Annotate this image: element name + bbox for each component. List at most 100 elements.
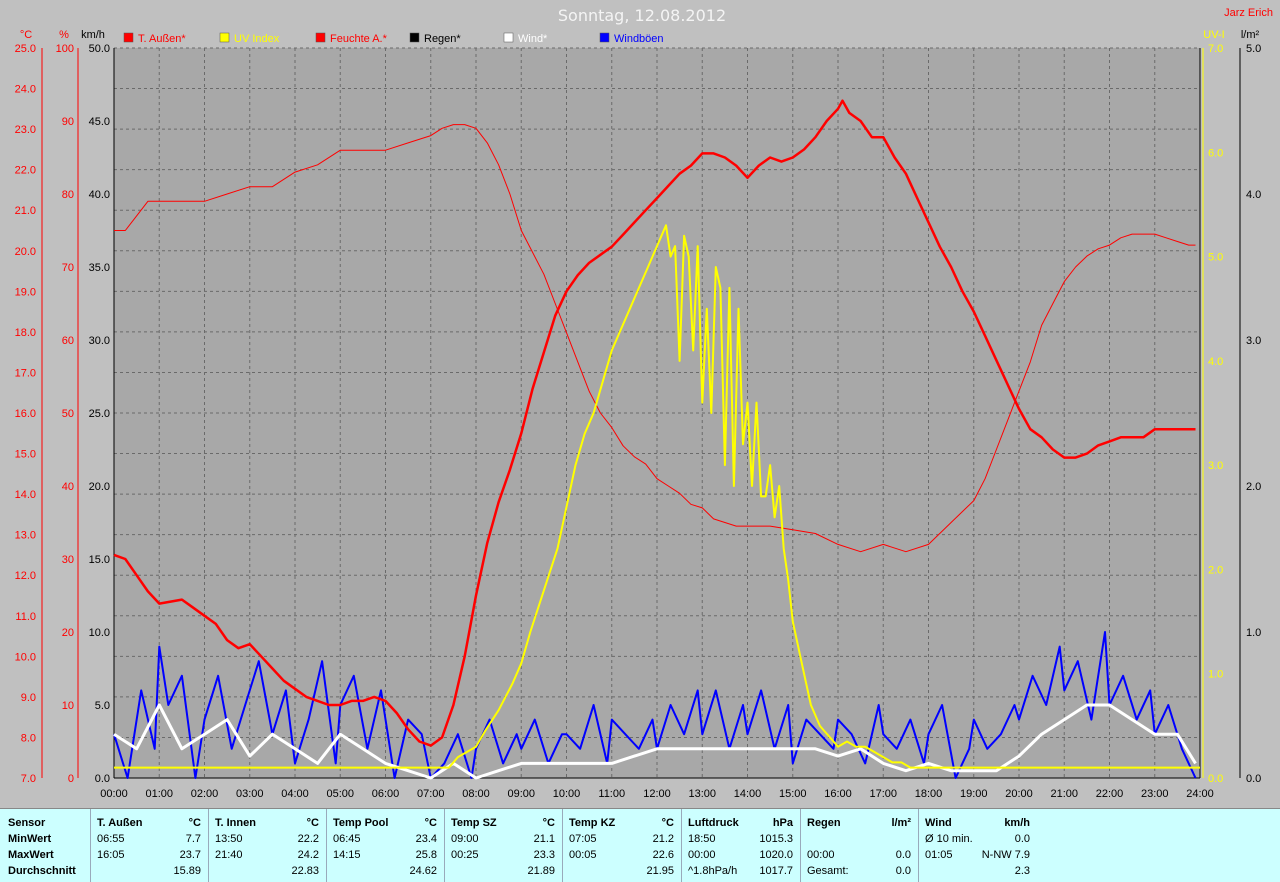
temp-tick-label: 13.0: [15, 530, 36, 542]
x-tick-label: 09:00: [507, 788, 535, 800]
stats-group-7: Wind km/h Ø 10 min. 0.0 01:05 N-NW 7.9 2.3: [918, 809, 1038, 882]
x-tick-label: 17:00: [869, 788, 897, 800]
stats-value: 7.7: [185, 833, 201, 845]
x-tick-label: 10:00: [553, 788, 581, 800]
temp-tick-label: 10.0: [15, 651, 36, 663]
uv-tick-label: 6.0: [1208, 147, 1223, 159]
x-tick-label: 13:00: [688, 788, 716, 800]
stats-value: 0.0: [895, 865, 911, 877]
legend-label: Wind*: [518, 33, 548, 45]
x-tick-label: 06:00: [372, 788, 400, 800]
stats-value: °C: [188, 817, 201, 829]
uv-index-line: [114, 224, 1200, 769]
legend-label: Windböen: [614, 33, 664, 45]
legend-swatch: [315, 32, 326, 43]
legend-swatch: [123, 32, 134, 43]
stats-time: 18:50: [688, 833, 716, 845]
stats-value: 0.0: [1014, 833, 1030, 845]
temp-tick-label: 24.0: [15, 84, 36, 96]
stats-time: 00:05: [569, 849, 597, 861]
stats-value: °C: [424, 817, 437, 829]
x-tick-label: 14:00: [734, 788, 762, 800]
rain-tick-label: 3.0: [1246, 335, 1261, 347]
stats-value: N-NW 7.9: [981, 849, 1030, 861]
uv-tick-label: 7.0: [1208, 43, 1223, 55]
legend-label: T. Außen*: [138, 33, 186, 45]
stats-value: 22.6: [652, 849, 674, 861]
sensor-column: Sensor MinWert MaxWert Durchschnitt: [0, 809, 90, 882]
humidity-tick-label: 40: [62, 481, 74, 493]
temp-tick-label: 11.0: [15, 611, 36, 623]
temp-tick-label: 12.0: [15, 570, 36, 582]
x-tick-label: 11:00: [598, 788, 625, 800]
x-tick-label: 07:00: [417, 788, 445, 800]
stats-value: hPa: [772, 817, 793, 829]
temp-tick-label: 22.0: [15, 165, 36, 177]
wind-tick-label: 5.0: [95, 700, 110, 712]
x-tick-label: 08:00: [462, 788, 490, 800]
stats-group-2: Temp Pool °C 06:45 23.4 14:15 25.8 24.62: [326, 809, 445, 882]
rain-tick-label: 0.0: [1246, 773, 1261, 785]
temp-tick-label: 8.0: [21, 732, 36, 744]
x-tick-label: 18:00: [915, 788, 943, 800]
wind-tick-label: 40.0: [89, 189, 110, 201]
x-tick-label: 00:00: [100, 788, 128, 800]
temp-tick-label: 17.0: [15, 367, 36, 379]
x-tick-label: 19:00: [960, 788, 988, 800]
stats-value: 0.0: [895, 849, 911, 861]
stats-value: 21.2: [652, 833, 674, 845]
stats-value: 24.62: [409, 865, 437, 877]
temp-tick-label: 21.0: [15, 205, 36, 217]
uv-tick-label: 4.0: [1208, 356, 1223, 368]
x-tick-label: 21:00: [1050, 788, 1078, 800]
temp-unit-label: °C: [20, 29, 32, 41]
temp-tick-label: 20.0: [15, 246, 36, 258]
humidity-unit-label: %: [59, 29, 69, 41]
humidity-tick-label: 30: [62, 554, 74, 566]
x-tick-label: 05:00: [326, 788, 354, 800]
humidity-line: [114, 124, 1196, 553]
stats-time: 06:55: [97, 833, 125, 845]
humidity-tick-label: 100: [56, 43, 74, 55]
stats-value: 1017.7: [759, 865, 793, 877]
stats-value: 23.3: [533, 849, 555, 861]
stats-group-1: T. Innen °C 13:50 22.2 21:40 24.2 22.83: [208, 809, 327, 882]
avg-label: Durchschnitt: [8, 865, 76, 877]
x-tick-label: 03:00: [236, 788, 264, 800]
stats-group-0: T. Außen °C 06:55 7.7 16:05 23.7 15.89: [90, 809, 209, 882]
stats-value: 22.83: [291, 865, 319, 877]
legend-swatch: [219, 32, 230, 43]
stats-value: °C: [542, 817, 555, 829]
stats-group-3: Temp SZ °C 09:00 21.1 00:25 23.3 21.89: [444, 809, 563, 882]
x-tick-label: 20:00: [1005, 788, 1033, 800]
legend-swatch: [503, 32, 514, 43]
stats-time: 21:40: [215, 849, 243, 861]
stats-time: 00:00: [807, 849, 835, 861]
stats-time: Regen: [807, 817, 841, 829]
stats-time: Temp KZ: [569, 817, 616, 829]
rain-tick-label: 1.0: [1246, 627, 1261, 639]
wind-unit-label: km/h: [81, 29, 105, 41]
wind-tick-label: 25.0: [89, 408, 110, 420]
stats-time: Gesamt:: [807, 865, 849, 877]
stats-value: l/m²: [891, 817, 911, 829]
stats-value: °C: [306, 817, 319, 829]
stats-value: km/h: [1004, 817, 1030, 829]
temp-outdoor-line: [113, 99, 1196, 747]
stats-time: 09:00: [451, 833, 479, 845]
temp-tick-label: 19.0: [15, 286, 36, 298]
legend-swatch: [599, 32, 610, 43]
x-tick-label: 04:00: [281, 788, 309, 800]
wind-tick-label: 30.0: [89, 335, 110, 347]
stats-group-4: Temp KZ °C 07:05 21.2 00:05 22.6 21.95: [562, 809, 682, 882]
stats-time: Temp Pool: [333, 817, 389, 829]
temp-tick-label: 15.0: [15, 449, 36, 461]
humidity-tick-label: 70: [62, 262, 74, 274]
rain-tick-label: 5.0: [1246, 43, 1261, 55]
temp-tick-label: 25.0: [15, 43, 36, 55]
wind-tick-label: 15.0: [89, 554, 110, 566]
max-label: MaxWert: [8, 849, 54, 861]
stats-time: T. Außen: [97, 817, 143, 829]
stats-time: 00:25: [451, 849, 479, 861]
humidity-tick-label: 90: [62, 116, 74, 128]
